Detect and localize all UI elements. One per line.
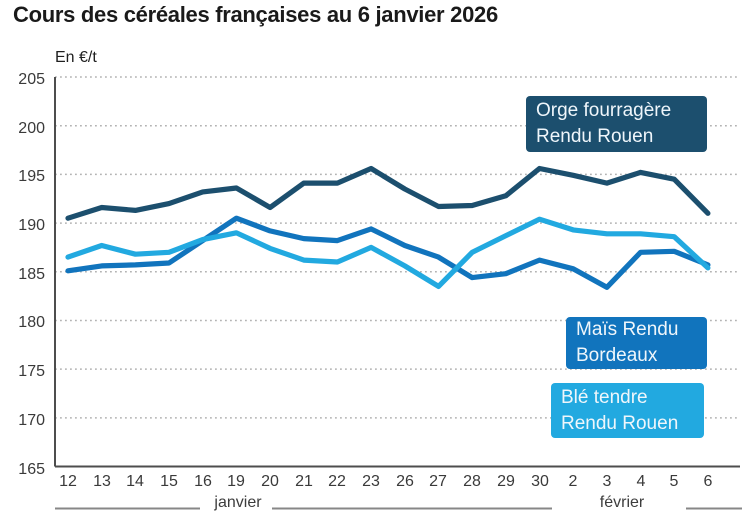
x-axis-tick-label-23: 23: [362, 473, 380, 490]
x-axis-tick-label-22: 22: [328, 473, 346, 490]
legend-orge-line2: Rendu Rouen: [536, 126, 654, 147]
series-line-ma-s-rendu-bordeaux: [65, 215, 711, 290]
y-axis-tick-label-165: 165: [18, 461, 45, 478]
y-axis-tick-label-190: 190: [18, 217, 45, 234]
y-axis-tick-label-200: 200: [18, 120, 45, 137]
y-axis-tick-label-170: 170: [18, 412, 45, 429]
x-axis-tick-label-26: 26: [396, 473, 414, 490]
x-axis-tick-label-30: 30: [531, 473, 549, 490]
y-axis-tick-label-195: 195: [18, 168, 45, 185]
x-axis-tick-label-12: 12: [59, 473, 77, 490]
legend-ble-line1: Blé tendre: [561, 386, 648, 408]
x-axis-tick-label-3: 3: [602, 473, 612, 490]
x-axis-tick-label-5: 5: [669, 473, 679, 490]
x-axis-tick-label-19: 19: [227, 473, 245, 490]
x-axis-tick-label-15: 15: [160, 473, 178, 490]
legend-orge-line1: Orge fourragère: [536, 100, 672, 121]
x-axis-tick-label-29: 29: [497, 473, 515, 490]
x-axis-tick-label-2: 2: [568, 473, 578, 490]
x-axis-tick-label-13: 13: [93, 473, 111, 490]
month-label-janvier: janvier: [214, 494, 262, 511]
x-axis-tick-label-14: 14: [126, 473, 144, 490]
month-label-février: février: [599, 494, 645, 511]
x-axis-tick-label-6: 6: [703, 473, 713, 490]
x-axis-tick-label-27: 27: [429, 473, 447, 490]
legend-mais-line2: Bordeaux: [576, 345, 658, 366]
series-line-orge-fourrag-re-rendu-rouen: [65, 165, 711, 221]
y-axis-tick-label-185: 185: [18, 266, 45, 283]
page-title: Cours des céréales françaises au 6 janvi…: [13, 2, 498, 27]
y-axis-tick-label-205: 205: [18, 71, 45, 88]
y-axis-tick-label-180: 180: [18, 314, 45, 331]
x-axis-tick-label-16: 16: [194, 473, 212, 490]
x-axis-tick-label-21: 21: [295, 473, 313, 490]
x-axis-tick-label-20: 20: [261, 473, 279, 490]
x-axis-tick-label-4: 4: [636, 473, 646, 490]
series-line-bl-tendre-rendu-rouen: [65, 216, 711, 289]
legend-ble-line2: Rendu Rouen: [561, 412, 679, 434]
legend-orge-fourragere: Orge fourragère Rendu Rouen: [526, 96, 707, 152]
legend-mais-line1: Maïs Rendu: [576, 319, 679, 340]
legend-ble-tendre-rendu-rouen: Blé tendre Rendu Rouen: [551, 383, 704, 438]
legend-mais-rendu-bordeaux: Maïs Rendu Bordeaux: [566, 317, 707, 369]
y-axis-unit-label: En €/t: [55, 49, 97, 66]
x-axis-tick-label-28: 28: [463, 473, 481, 490]
y-axis-tick-label-175: 175: [18, 363, 45, 380]
